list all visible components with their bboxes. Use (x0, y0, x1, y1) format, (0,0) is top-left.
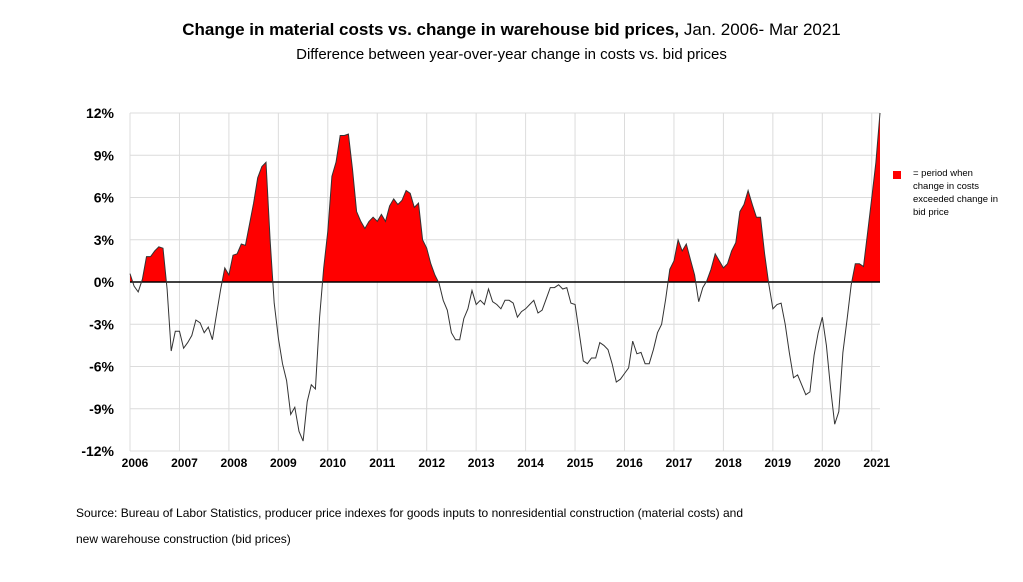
x-tick-label: 2008 (221, 456, 248, 470)
x-tick-label: 2012 (418, 456, 445, 470)
legend-label: = period when change in costs exceeded c… (913, 168, 999, 218)
series-line (129, 112, 881, 442)
y-tick-label: 9% (94, 147, 115, 163)
chart-title-bold: Change in material costs vs. change in w… (182, 20, 680, 39)
x-tick-label: 2010 (319, 456, 346, 470)
y-tick-label: -9% (89, 401, 114, 417)
x-tick-label: 2015 (567, 456, 594, 470)
x-tick-label: 2007 (171, 456, 198, 470)
x-tick-label: 2016 (616, 456, 643, 470)
x-tick-label: 2021 (863, 456, 890, 470)
source-line-1: Source: Bureau of Labor Statistics, prod… (76, 506, 744, 520)
chart-title: Change in material costs vs. change in w… (0, 20, 1023, 40)
x-tick-label: 2017 (666, 456, 693, 470)
x-tick-label: 2013 (468, 456, 495, 470)
legend-swatch (893, 171, 901, 179)
y-tick-label: -12% (81, 443, 114, 459)
x-tick-label: 2019 (765, 456, 792, 470)
x-tick-label: 2006 (122, 456, 149, 470)
x-tick-label: 2018 (715, 456, 742, 470)
y-tick-label: -6% (89, 359, 114, 375)
y-tick-label: 3% (94, 232, 115, 248)
y-tick-label: 6% (94, 190, 115, 206)
y-tick-label: 0% (94, 274, 115, 290)
y-tick-label: 12% (86, 105, 115, 121)
x-tick-label: 2009 (270, 456, 297, 470)
x-tick-label: 2011 (369, 456, 395, 470)
chart-title-dates: Jan. 2006- Mar 2021 (679, 20, 841, 39)
x-tick-label: 2020 (814, 456, 841, 470)
chart-subtitle: Difference between year-over-year change… (296, 46, 727, 63)
x-tick-label: 2014 (517, 456, 544, 470)
source-line-2: new warehouse construction (bid prices) (76, 532, 291, 546)
y-tick-label: -3% (89, 316, 114, 332)
source-note: Source: Bureau of Labor Statistics, prod… (76, 500, 976, 552)
